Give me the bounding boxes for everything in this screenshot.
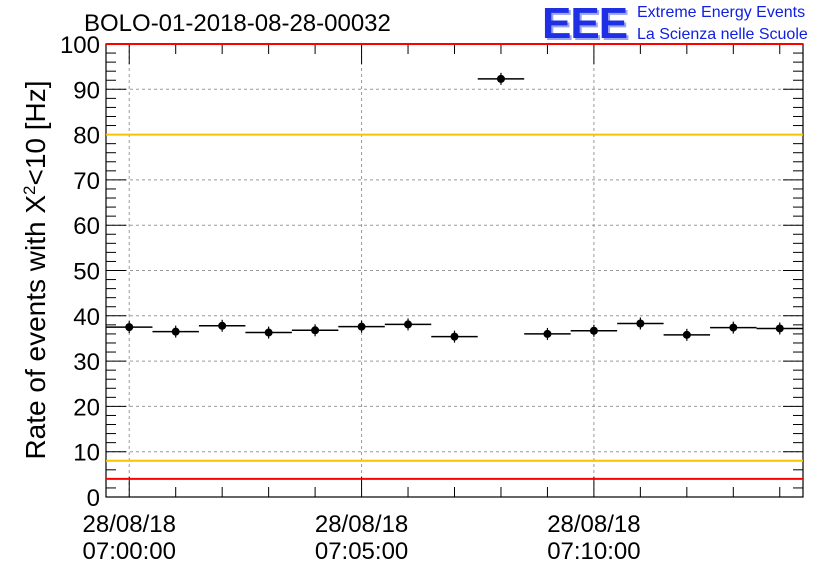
- y-tick-label: 20: [73, 394, 100, 421]
- data-point: [311, 326, 320, 335]
- data-point: [636, 319, 645, 328]
- x-tick-label-date: 28/08/18: [83, 511, 176, 538]
- y-tick-label: 10: [73, 440, 100, 467]
- data-point: [589, 326, 598, 335]
- y-tick-label: 30: [73, 349, 100, 376]
- data-point: [357, 322, 366, 331]
- logo-line-1: Extreme Energy Events: [637, 4, 806, 21]
- data-point: [775, 324, 784, 333]
- y-tick-label: 0: [87, 485, 100, 512]
- data-point: [125, 323, 134, 332]
- data-point: [218, 321, 227, 330]
- chart-title: BOLO-01-2018-08-28-00032: [84, 10, 391, 37]
- y-tick-label: 50: [73, 259, 100, 286]
- data-point: [682, 330, 691, 339]
- data-point: [496, 74, 505, 83]
- data-point: [450, 332, 459, 341]
- data-point: [729, 323, 738, 332]
- data-point: [543, 329, 552, 338]
- x-tick-label-date: 28/08/18: [547, 511, 640, 538]
- logo-line-2: La Scienza nelle Scuole: [637, 26, 808, 43]
- x-tick-label-time: 07:00:00: [83, 538, 176, 565]
- data-point: [264, 328, 273, 337]
- logo-mark: EEE: [542, 0, 628, 48]
- data-point: [404, 320, 413, 329]
- x-tick-label-time: 07:10:00: [547, 538, 640, 565]
- y-tick-label: 40: [73, 304, 100, 331]
- y-tick-label: 90: [73, 77, 100, 104]
- x-tick-label-date: 28/08/18: [315, 511, 408, 538]
- y-tick-label: 100: [60, 32, 100, 59]
- y-tick-label: 70: [73, 168, 100, 195]
- y-tick-label: 80: [73, 123, 100, 150]
- data-point: [171, 327, 180, 336]
- eee-logo: EEE Extreme Energy Events La Scienza nel…: [542, 0, 832, 48]
- y-tick-label: 60: [73, 213, 100, 240]
- x-tick-label-time: 07:05:00: [315, 538, 408, 565]
